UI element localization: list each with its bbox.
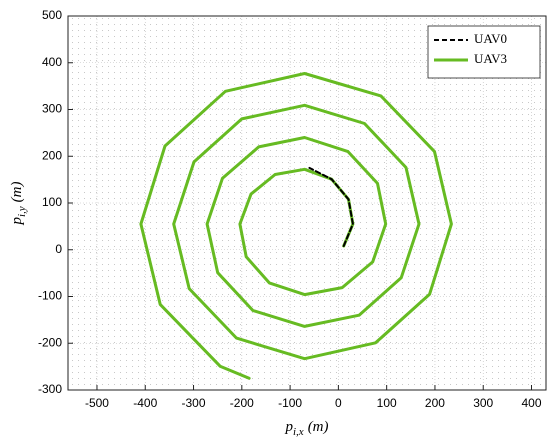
y-label-main: p [9,217,25,226]
x-tick-label: -500 [85,396,109,410]
x-tick-label: 300 [473,396,493,410]
grid [68,15,546,391]
x-tick-label: -100 [278,396,302,410]
y-tick-label: 400 [42,55,62,69]
x-axis-label: pi,x (m) [284,419,328,437]
legend: UAV0 UAV3 [427,25,541,79]
legend-label: UAV3 [474,51,507,66]
x-label-main: p [284,419,293,435]
x-tick-label: 400 [521,396,541,410]
x-tick-label: -300 [182,396,206,410]
y-axis-label: pi,y (m) [9,181,27,225]
y-tick-label: 200 [42,148,62,162]
y-tick-label: 100 [42,195,62,209]
x-label-sub: i,x [293,426,304,438]
y-label-sub: i,y [16,206,28,217]
x-tick-label: 100 [377,396,397,410]
legend-label: UAV0 [474,31,507,46]
y-tick-label: -100 [38,289,62,303]
series-line [308,166,354,247]
x-tick-label: 200 [425,396,445,410]
legend-box [427,25,541,79]
x-tick-label: 0 [335,396,342,410]
y-label-unit: (m) [9,181,25,202]
lines [139,72,453,380]
y-tick-label: 0 [55,242,62,256]
x-tick-label: -400 [133,396,157,410]
series-line [139,72,453,380]
y-tick-label: -300 [38,382,62,396]
y-tick-label: 500 [42,8,62,22]
x-label-unit: (m) [308,419,329,435]
x-tick-label: -200 [230,396,254,410]
y-tick-label: 300 [42,102,62,116]
y-tick-label: -200 [38,335,62,349]
